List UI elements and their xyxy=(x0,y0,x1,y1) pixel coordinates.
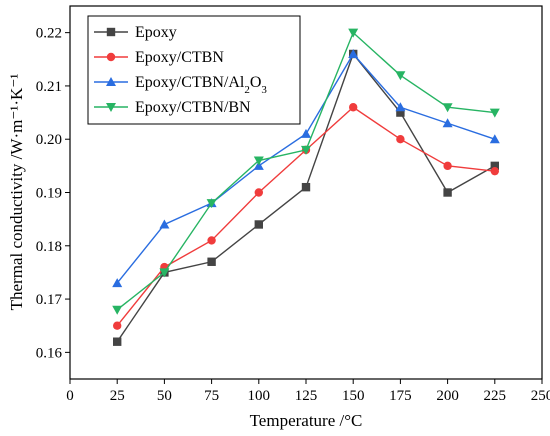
legend-item: Epoxy/CTBN/BN xyxy=(94,99,251,116)
marker-circle xyxy=(106,52,116,62)
x-tick-label: 100 xyxy=(248,388,271,404)
marker-square xyxy=(254,220,263,229)
marker-triangle-up xyxy=(395,102,406,112)
marker-circle xyxy=(490,166,499,176)
marker-square xyxy=(396,108,405,117)
y-tick-label: 0.20 xyxy=(36,132,62,148)
legend-item: Epoxy xyxy=(94,24,177,41)
series-line xyxy=(116,106,495,327)
legend-label: Epoxy/CTBN/Al2O3 xyxy=(135,74,267,96)
marker-square xyxy=(443,188,452,197)
y-axis-label: Thermal conductivity /W·m⁻¹·K⁻¹ xyxy=(7,74,26,311)
legend-label: Epoxy xyxy=(135,24,177,41)
marker-triangle-down xyxy=(395,71,406,81)
marker-triangle-down xyxy=(348,28,359,38)
x-tick-label: 50 xyxy=(157,388,172,404)
marker-triangle-up xyxy=(112,278,123,288)
x-tick-label: 75 xyxy=(204,388,219,404)
legend-item: Epoxy/CTBN/Al2O3 xyxy=(94,74,267,96)
marker-triangle-down xyxy=(159,268,170,278)
marker-triangle-down xyxy=(106,103,116,112)
marker-square xyxy=(490,161,499,171)
marker-circle xyxy=(113,321,122,330)
x-tick-label: 25 xyxy=(110,388,125,404)
marker-circle xyxy=(396,135,405,144)
marker-circle xyxy=(254,188,263,197)
marker-triangle-down xyxy=(301,145,311,155)
y-tick-label: 0.19 xyxy=(36,186,62,202)
x-tick-label: 0 xyxy=(66,388,74,404)
marker-square xyxy=(207,257,216,266)
marker-triangle-up xyxy=(489,134,500,144)
marker-square xyxy=(106,27,116,37)
marker-square xyxy=(301,182,311,192)
legend-label: Epoxy/CTBN xyxy=(135,49,224,66)
x-tick-label: 250 xyxy=(531,388,550,404)
y-tick-label: 0.21 xyxy=(36,79,62,95)
legend-item: Epoxy/CTBN xyxy=(94,49,224,66)
marker-triangle-down xyxy=(253,156,264,166)
marker-triangle-down xyxy=(442,103,453,113)
marker-circle xyxy=(443,161,452,171)
marker-circle xyxy=(349,103,358,112)
series-layer xyxy=(112,28,500,346)
x-tick-label: 175 xyxy=(389,388,412,404)
marker-triangle-up xyxy=(442,118,453,128)
x-tick-label: 150 xyxy=(342,388,365,404)
legend: Epoxy Epoxy/CTBN Epoxy/CTBN/Al2O3 Epoxy/CTB… xyxy=(87,15,301,125)
y-tick-label: 0.17 xyxy=(36,292,63,308)
marker-triangle-up xyxy=(106,77,116,86)
marker-square xyxy=(113,337,122,346)
marker-triangle-down xyxy=(206,199,217,209)
legend-label: Epoxy/CTBN/BN xyxy=(135,99,251,116)
y-tick-label: 0.16 xyxy=(36,345,63,361)
axis-ticks: 0 25 50 75 100 125 150 175 200 225 250 0.16 0.17 0.18… xyxy=(36,26,550,404)
marker-triangle-up xyxy=(301,128,311,138)
x-axis-label: Temperature /°C xyxy=(250,411,363,430)
x-tick-label: 200 xyxy=(436,388,459,404)
marker-triangle-up xyxy=(159,219,170,229)
x-tick-label: 125 xyxy=(295,388,318,404)
marker-circle xyxy=(207,236,216,245)
y-tick-label: 0.22 xyxy=(36,26,62,42)
x-tick-label: 225 xyxy=(484,388,507,404)
marker-triangle-down xyxy=(489,108,500,118)
series-4 xyxy=(112,28,500,315)
marker-triangle-up xyxy=(348,48,359,58)
marker-triangle-down xyxy=(112,305,123,315)
legend-box xyxy=(87,15,301,125)
y-tick-label: 0.18 xyxy=(36,239,62,255)
